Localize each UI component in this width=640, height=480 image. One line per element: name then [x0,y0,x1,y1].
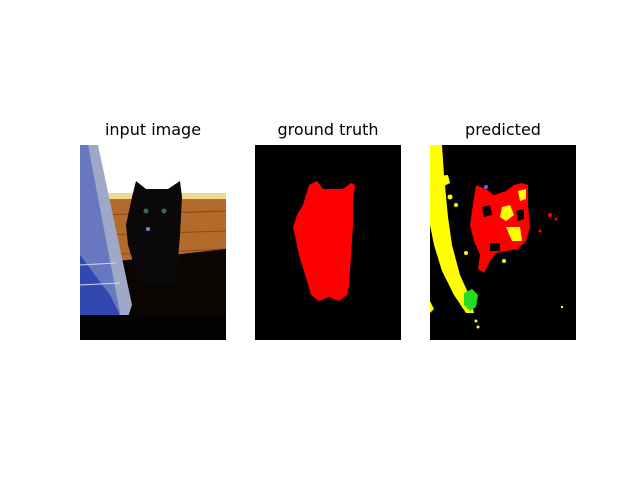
ground-truth-title: ground truth [277,120,379,139]
predicted-mask [430,145,576,340]
input-image-title: input image [104,120,202,139]
predicted-title: predicted [465,120,541,139]
input-photo [80,145,226,340]
green-region [464,289,478,311]
input-image-panel [80,145,226,340]
ground-truth-mask [255,145,401,340]
red-region [470,183,530,273]
ground-truth-panel [255,145,401,340]
predicted-panel [430,145,576,340]
cat-mask-region [293,181,355,301]
